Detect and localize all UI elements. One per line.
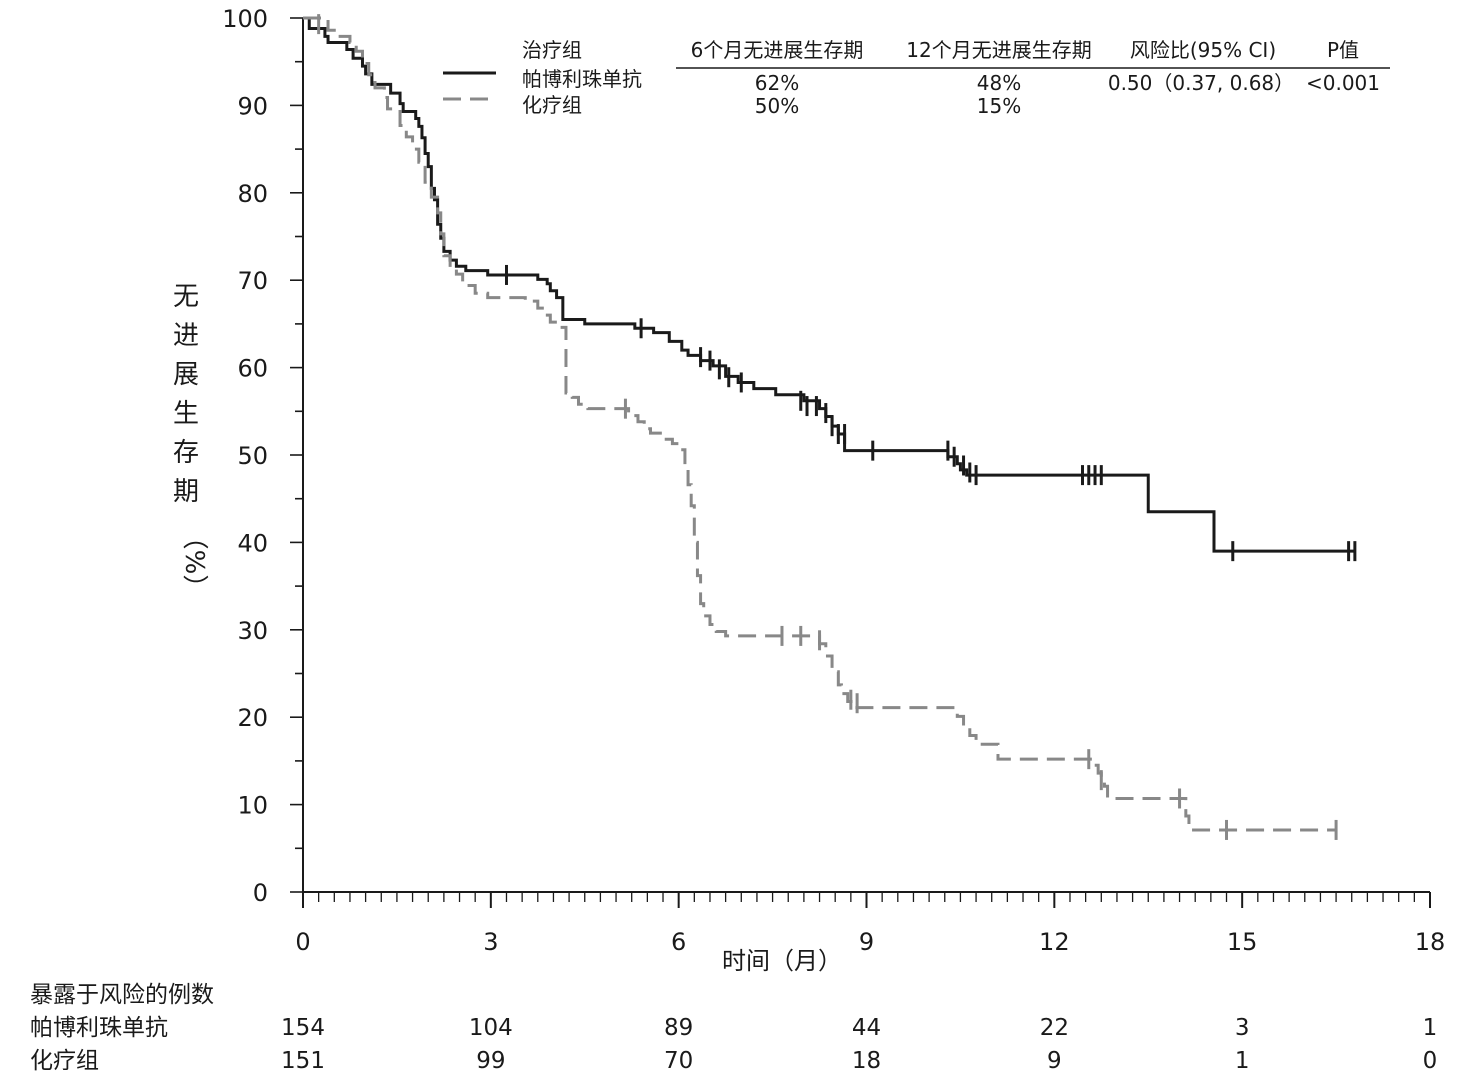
legend-hr-value: 0.50（0.37, 0.68） bbox=[1108, 71, 1294, 95]
risk-value: 89 bbox=[664, 1015, 693, 1041]
legend-header-p: P值 bbox=[1327, 38, 1359, 62]
legend-pfs12-value: 48% bbox=[977, 71, 1021, 95]
y-tick-label: 50 bbox=[237, 442, 268, 470]
risk-value: 22 bbox=[1040, 1015, 1069, 1041]
risk-value: 104 bbox=[469, 1015, 513, 1041]
y-tick-label: 30 bbox=[237, 617, 268, 645]
axes bbox=[302, 18, 1430, 893]
risk-value: 18 bbox=[852, 1048, 881, 1074]
y-tick-label: 100 bbox=[222, 5, 268, 33]
risk-value: 44 bbox=[852, 1015, 881, 1041]
y-tick-label: 80 bbox=[237, 180, 268, 208]
x-axis-label: 时间（月） bbox=[722, 947, 842, 975]
y-tick-label: 10 bbox=[237, 792, 268, 820]
risk-table: 暴露于风险的例数 帕博利珠单抗 化疗组 154 104 89 44 22 3 1 151 99 7… bbox=[30, 982, 1437, 1074]
x-ticks: 0 3 6 9 12 15 18 bbox=[295, 892, 1445, 956]
risk-value: 3 bbox=[1235, 1015, 1250, 1041]
risk-value: 0 bbox=[1423, 1048, 1438, 1074]
x-tick-label: 12 bbox=[1039, 928, 1070, 956]
x-tick-label: 6 bbox=[671, 928, 686, 956]
y-axis-label-char: 期 bbox=[173, 477, 199, 507]
y-axis-label-char: 无 bbox=[173, 282, 199, 312]
legend-header-hr: 风险比(95% CI) bbox=[1130, 38, 1276, 62]
risk-value: 151 bbox=[281, 1048, 325, 1074]
x-tick-label: 15 bbox=[1227, 928, 1258, 956]
legend-series-name: 帕博利珠单抗 bbox=[522, 67, 642, 91]
series-layer bbox=[303, 14, 1357, 840]
risk-value: 1 bbox=[1423, 1015, 1438, 1041]
legend-header-pfs12: 12个月无进展生存期 bbox=[906, 38, 1091, 62]
y-tick-label: 70 bbox=[237, 267, 268, 295]
risk-table-title: 暴露于风险的例数 bbox=[30, 982, 214, 1008]
y-tick-label: 60 bbox=[237, 355, 268, 383]
y-tick-label: 20 bbox=[237, 704, 268, 732]
risk-value: 9 bbox=[1047, 1048, 1062, 1074]
y-axis-label-char: 进 bbox=[173, 321, 199, 351]
y-axis-label-char: 展 bbox=[173, 360, 199, 390]
survival-curve bbox=[303, 16, 1337, 832]
legend-pfs12-value: 15% bbox=[977, 94, 1021, 118]
risk-values: 154 104 89 44 22 3 1 151 99 70 18 9 1 0 bbox=[281, 1015, 1437, 1074]
y-tick-label: 40 bbox=[237, 529, 268, 557]
legend-pfs6-value: 62% bbox=[755, 71, 799, 95]
legend-series-name: 化疗组 bbox=[522, 93, 582, 117]
legend-p-value: <0.001 bbox=[1306, 71, 1380, 95]
series-pembrolizumab bbox=[303, 16, 1357, 562]
legend-pfs6-value: 50% bbox=[755, 94, 799, 118]
risk-value: 1 bbox=[1235, 1048, 1250, 1074]
legend: 治疗组 6个月无进展生存期 12个月无进展生存期 风险比(95% CI) P值 … bbox=[443, 38, 1390, 118]
x-tick-label: 18 bbox=[1415, 928, 1446, 956]
legend-header-group: 治疗组 bbox=[522, 38, 582, 62]
risk-value: 70 bbox=[664, 1048, 693, 1074]
x-tick-label: 9 bbox=[859, 928, 874, 956]
risk-value: 154 bbox=[281, 1015, 325, 1041]
risk-value: 99 bbox=[476, 1048, 505, 1074]
y-axis-label-char: 生 bbox=[173, 399, 199, 429]
y-axis-label: 无 进 展 生 存 期 （%） bbox=[173, 282, 209, 600]
series-chemotherapy bbox=[303, 14, 1338, 840]
risk-row-label: 化疗组 bbox=[30, 1048, 99, 1074]
y-tick-label: 0 bbox=[253, 879, 268, 907]
y-ticks: 0 10 20 30 40 50 60 70 80 90 100 bbox=[222, 5, 303, 907]
risk-row-label: 帕博利珠单抗 bbox=[30, 1015, 168, 1041]
x-tick-label: 3 bbox=[483, 928, 498, 956]
x-tick-label: 0 bbox=[295, 928, 310, 956]
y-axis-label-char: 存 bbox=[173, 438, 199, 468]
legend-header-pfs6: 6个月无进展生存期 bbox=[691, 38, 864, 62]
y-axis-label-unit: （%） bbox=[179, 524, 209, 601]
y-tick-label: 90 bbox=[237, 92, 268, 120]
survival-curve bbox=[303, 16, 1355, 553]
